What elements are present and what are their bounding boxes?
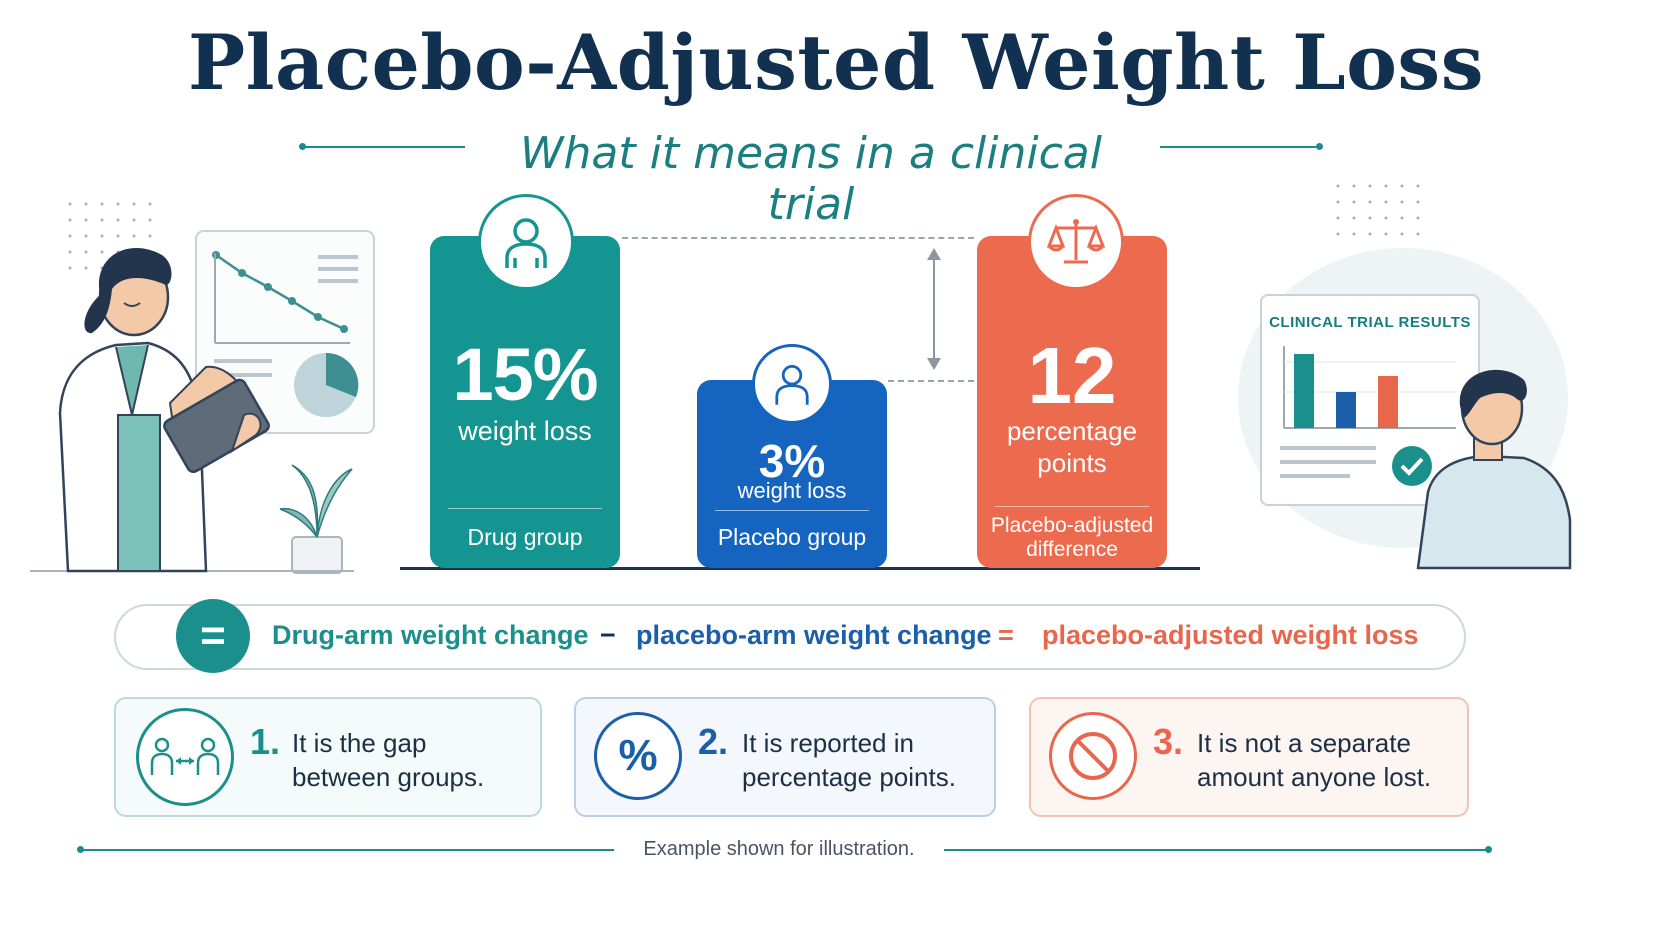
formula-bar: = Drug-arm weight change − placebo-arm w… xyxy=(114,599,1466,673)
footnote: Example shown for illustration. xyxy=(643,838,915,860)
equals-badge-icon: = xyxy=(176,599,250,673)
subtitle-rule-dot-left xyxy=(299,143,306,150)
results-board-title: CLINICAL TRIAL RESULTS xyxy=(1269,314,1471,331)
card-1-number: 1. xyxy=(250,721,281,762)
doctor-illustration xyxy=(30,230,375,574)
difference-arrow-icon xyxy=(927,248,941,370)
drug-value: 15% xyxy=(452,333,598,416)
footer-dot-right xyxy=(1485,846,1492,853)
footer-dot-left xyxy=(77,846,84,853)
percent-icon: % xyxy=(594,712,682,800)
subtitle-rule-left xyxy=(303,146,465,148)
placebo-group-label: Placebo group xyxy=(717,524,867,550)
explanation-card-1: 1. It is the gap between groups. xyxy=(114,697,542,817)
card-3-number: 3. xyxy=(1153,721,1184,762)
people-gap-icon xyxy=(136,708,234,806)
card-2-line2: percentage points. xyxy=(742,762,956,792)
placebo-group-bar: 3% weight loss Placebo group xyxy=(697,380,887,568)
bar-baseline xyxy=(400,567,1200,570)
placebo-value: 3% xyxy=(758,435,826,487)
drug-divider xyxy=(448,508,602,509)
formula-term-placebo: placebo-arm weight change xyxy=(636,620,992,650)
page-title: Placebo-Adjusted Weight Loss xyxy=(187,18,1485,107)
card-2-number: 2. xyxy=(698,721,729,762)
explanation-card-2: % 2. It is reported in percentage points… xyxy=(574,697,996,817)
card-1-line2: between groups. xyxy=(292,762,485,792)
card-3-line2: amount anyone lost. xyxy=(1197,762,1432,792)
drug-group-bar: 15% weight loss Drug group xyxy=(430,236,620,568)
formula-operator-equals: = xyxy=(998,620,1014,650)
formula-term-drug: Drug-arm weight change xyxy=(272,620,589,650)
difference-caption-line2: points xyxy=(1037,448,1107,478)
drug-group-label: Drug group xyxy=(467,524,583,550)
scale-icon xyxy=(1028,194,1124,290)
placebo-caption: weight loss xyxy=(737,478,847,503)
placebo-person-icon xyxy=(752,344,832,424)
formula-operator-minus: − xyxy=(600,620,616,650)
drug-person-icon xyxy=(478,194,574,290)
card-3-line1: It is not a separate xyxy=(1197,728,1411,758)
difference-group-label-line1: Placebo-adjusted xyxy=(990,514,1154,537)
placebo-divider xyxy=(715,510,869,511)
subtitle-rule-right xyxy=(1160,146,1320,148)
difference-divider xyxy=(995,506,1149,507)
explanation-card-3: 3. It is not a separate amount anyone lo… xyxy=(1029,697,1469,817)
formula-result: placebo-adjusted weight loss xyxy=(1042,620,1419,650)
footer-rule-left xyxy=(80,849,614,851)
connector-dashed-mid xyxy=(888,380,974,382)
results-board-chart xyxy=(1280,346,1456,486)
difference-group-label-line2: difference xyxy=(1026,538,1118,561)
subtitle-rule-dot-right xyxy=(1316,143,1323,150)
difference-caption-line1: percentage xyxy=(1006,416,1138,446)
card-2-line1: It is reported in xyxy=(742,728,914,758)
difference-bar: 12 percentage points Placebo-adjusted di… xyxy=(977,236,1167,568)
page-subtitle: What it means in a clinical trial xyxy=(520,128,1102,230)
connector-dashed-top xyxy=(622,237,974,239)
footer-rule-right xyxy=(944,849,1488,851)
prohibited-icon xyxy=(1049,712,1137,800)
drug-caption: weight loss xyxy=(458,416,592,446)
card-1-line1: It is the gap xyxy=(292,728,427,758)
difference-value: 12 xyxy=(1027,331,1117,420)
decor-dots-right xyxy=(1330,178,1426,242)
man-illustration xyxy=(1416,369,1572,570)
